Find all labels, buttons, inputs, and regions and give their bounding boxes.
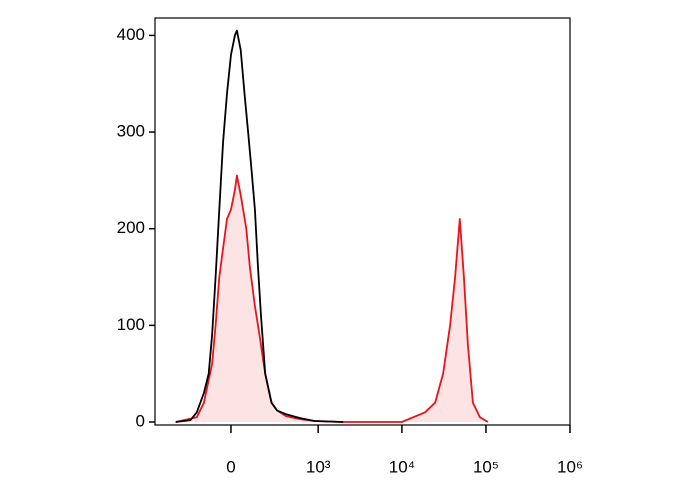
y-tick-label: 0 xyxy=(136,411,145,430)
plot-frame xyxy=(154,17,571,426)
x-tick-label: 10³ xyxy=(306,457,331,476)
line xyxy=(175,29,344,423)
y-tick-label: 100 xyxy=(117,315,145,334)
y-tick-label: 400 xyxy=(117,25,145,44)
x-tick-label: 10⁴ xyxy=(389,457,415,476)
area xyxy=(175,175,488,422)
x-tick-label: 10⁶ xyxy=(557,457,583,476)
x-tick-label: 10⁵ xyxy=(473,457,499,476)
y-tick-label: 200 xyxy=(117,218,145,237)
y-tick-label: 300 xyxy=(117,122,145,141)
x-tick-label: 0 xyxy=(226,457,235,476)
